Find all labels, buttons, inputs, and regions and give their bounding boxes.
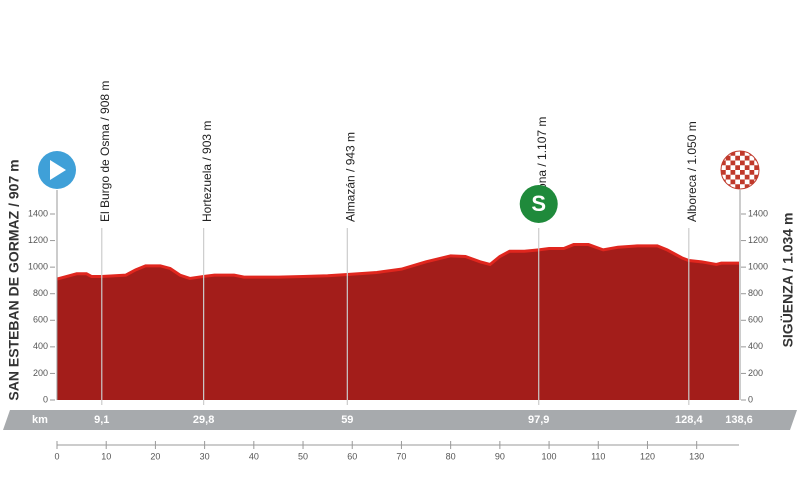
waypoint-km: 97,9 [528, 414, 549, 426]
y-tick-label-right: 1200 [748, 235, 768, 245]
y-tick-label: 0 [43, 394, 48, 404]
checker [725, 155, 731, 161]
finish-km: 138,6 [725, 414, 753, 426]
checker [721, 170, 726, 175]
checker [740, 151, 745, 156]
y-tick-label: 1000 [28, 262, 48, 272]
x-tick-label: 0 [54, 451, 59, 461]
km-unit: km [32, 414, 48, 426]
finish-label: SIGÜENZA / 1.034 m [780, 213, 796, 348]
y-tick-label-right: 0 [748, 394, 753, 404]
x-tick-label: 100 [542, 451, 557, 461]
checker [735, 174, 740, 180]
checker [754, 184, 759, 189]
checker [749, 160, 755, 166]
waypoint-km: 9,1 [94, 414, 109, 426]
checker [754, 165, 759, 170]
x-tick-label: 20 [150, 451, 160, 461]
sprint-icon [519, 185, 558, 223]
elevation-area [57, 244, 739, 400]
waypoint-label: Hortezuela / 903 m [200, 121, 214, 222]
waypoint-km: 29,8 [193, 414, 214, 426]
y-tick-label: 600 [33, 315, 48, 325]
x-tick-label: 70 [396, 451, 406, 461]
x-tick-label: 90 [495, 451, 505, 461]
checker [730, 151, 736, 156]
waypoint-km: 128,4 [675, 414, 703, 426]
y-tick-label-right: 1400 [748, 208, 768, 218]
y-tick-label-right: 1000 [748, 262, 768, 272]
waypoint-label: El Burgo de Osma / 908 m [98, 81, 112, 222]
start-label: SAN ESTEBAN DE GORMAZ / 907 m [6, 159, 22, 400]
waypoint-km: 59 [341, 414, 353, 426]
y-tick-label-right: 200 [748, 368, 763, 378]
checker [725, 165, 731, 170]
checker [744, 174, 750, 180]
y-tick-label: 1400 [28, 208, 48, 218]
checker [735, 155, 740, 161]
waypoint-label: Alboreca / 1.050 m [685, 121, 699, 222]
x-tick-label: 40 [249, 451, 259, 461]
waypoint-label: Almazán / 943 m [343, 132, 357, 222]
checker [744, 155, 750, 161]
checker [721, 151, 726, 156]
x-tick-label: 50 [298, 451, 308, 461]
checker [730, 170, 736, 175]
checker [740, 160, 745, 166]
y-tick-label-right: 400 [748, 341, 763, 351]
x-tick-label: 130 [689, 451, 704, 461]
checker [749, 179, 755, 185]
y-tick-label-right: 800 [748, 288, 763, 298]
checker [740, 179, 745, 185]
checker [754, 174, 759, 180]
checker [735, 184, 740, 189]
checker [725, 174, 731, 180]
x-tick-label: 110 [591, 451, 605, 461]
start-icon [38, 151, 76, 189]
checker [744, 165, 750, 170]
x-tick-label: 60 [347, 451, 357, 461]
y-tick-label: 200 [33, 368, 48, 378]
y-tick-label: 400 [33, 341, 48, 351]
y-tick-label: 1200 [28, 235, 48, 245]
km-band [3, 410, 797, 430]
finish-icon [720, 150, 760, 190]
y-tick-label-right: 600 [748, 315, 763, 325]
x-tick-label: 30 [200, 451, 210, 461]
checker [730, 160, 736, 166]
x-tick-label: 120 [640, 451, 655, 461]
sprint-marker: S [531, 191, 546, 216]
checker [735, 165, 740, 170]
checker [744, 184, 750, 189]
checker [749, 170, 755, 175]
elevation-ridge [56, 243, 739, 281]
x-tick-label: 80 [446, 451, 456, 461]
checker [721, 160, 726, 166]
checker [740, 170, 745, 175]
y-tick-label: 800 [33, 288, 48, 298]
x-tick-label: 10 [101, 451, 111, 461]
checker [730, 179, 736, 185]
